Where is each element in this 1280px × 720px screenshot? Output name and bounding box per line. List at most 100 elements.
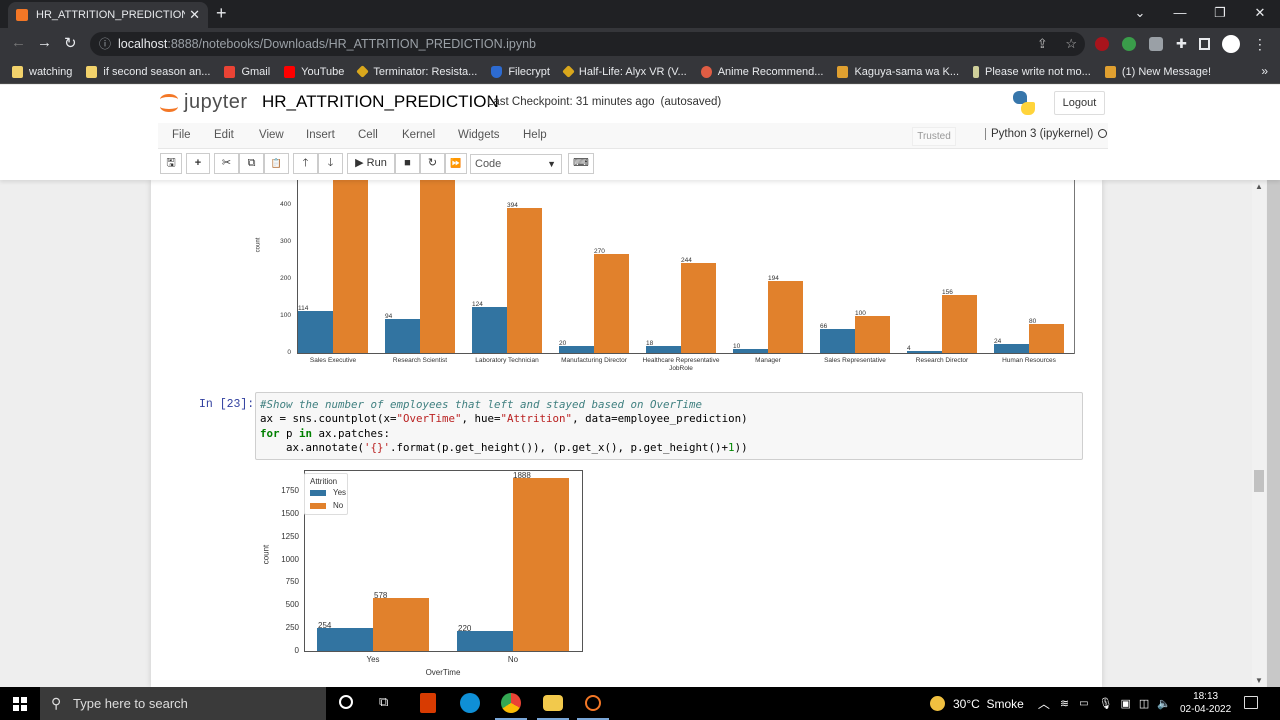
bar-label: 194 bbox=[768, 275, 779, 282]
profile-avatar[interactable] bbox=[1221, 35, 1240, 53]
interrupt-button[interactable]: ■ bbox=[395, 153, 420, 174]
bookmark-item[interactable]: (1) New Message! bbox=[1104, 65, 1211, 78]
move-down-button[interactable]: 🡓 bbox=[318, 153, 343, 174]
cut-button[interactable]: ✂ bbox=[214, 153, 239, 174]
microphone-icon[interactable]: 🎙 bbox=[1098, 698, 1113, 710]
more-bookmarks-button[interactable]: » bbox=[1261, 64, 1268, 78]
chrome-icon[interactable] bbox=[501, 693, 521, 713]
jupyter-logo[interactable]: jupyter bbox=[160, 91, 248, 114]
notebook-scrollbar[interactable]: ▲ ▼ bbox=[1252, 180, 1266, 687]
reload-icon[interactable]: ↻ bbox=[64, 35, 77, 52]
bookmark-star-icon[interactable]: ☆ bbox=[1065, 36, 1077, 51]
kernel-idle-icon bbox=[1098, 129, 1108, 138]
close-tab-icon[interactable]: ✕ bbox=[189, 7, 200, 22]
extension-icon[interactable] bbox=[1122, 37, 1136, 51]
notebook-name[interactable]: HR_ATTRITION_PREDICTION bbox=[262, 92, 499, 111]
jupyter-wordmark: jupyter bbox=[184, 91, 248, 113]
address-bar[interactable]: ⓘ localhost:8888/notebooks/Downloads/HR_… bbox=[90, 32, 1085, 56]
site-info-icon[interactable]: ⓘ bbox=[99, 37, 112, 51]
y-tick: 500 bbox=[285, 600, 299, 609]
bar-yes bbox=[733, 349, 768, 353]
bookmark-item[interactable]: Gmail bbox=[224, 65, 270, 78]
command-palette-button[interactable]: ⌨ bbox=[568, 153, 594, 174]
share-icon[interactable]: ⇪ bbox=[1036, 36, 1048, 51]
bar-label: 244 bbox=[681, 257, 692, 264]
scroll-down-icon[interactable]: ▼ bbox=[1255, 676, 1263, 685]
cortana-icon[interactable] bbox=[339, 695, 353, 709]
restart-button[interactable]: ↻ bbox=[420, 153, 445, 174]
menu-cell[interactable]: Cell bbox=[358, 129, 378, 141]
tab-search-icon[interactable]: ⌄ bbox=[1134, 5, 1146, 20]
weather-text[interactable]: 30°C Smoke bbox=[953, 696, 1024, 711]
cell-type-select[interactable]: Code ▼ bbox=[470, 154, 562, 174]
battery-icon[interactable]: ▭ bbox=[1079, 698, 1089, 709]
bookmark-item[interactable]: if second season an... bbox=[86, 65, 210, 78]
bookmark-item[interactable]: Anime Recommend... bbox=[700, 65, 823, 78]
bar-no bbox=[942, 295, 977, 353]
shield-extension-icon[interactable] bbox=[1149, 37, 1163, 51]
jupyter-app-icon[interactable] bbox=[585, 695, 601, 711]
trusted-badge[interactable]: Trusted bbox=[912, 127, 956, 146]
bookmark-item[interactable]: Half-Life: Alyx VR (V... bbox=[562, 65, 687, 78]
menu-view[interactable]: View bbox=[259, 129, 284, 141]
run-button[interactable]: ▶ Run bbox=[347, 153, 395, 174]
ublock-icon[interactable] bbox=[1095, 37, 1109, 51]
forward-icon[interactable]: → bbox=[37, 34, 52, 51]
office-icon[interactable] bbox=[420, 693, 436, 713]
back-icon[interactable]: ← bbox=[11, 34, 26, 51]
bar-label: 4 bbox=[907, 345, 911, 352]
menu-help[interactable]: Help bbox=[523, 129, 547, 141]
menu-widgets[interactable]: Widgets bbox=[458, 129, 500, 141]
save-button[interactable]: 🖫 bbox=[160, 153, 182, 174]
scroll-up-icon[interactable]: ▲ bbox=[1255, 182, 1263, 191]
maximize-button[interactable]: ❐ bbox=[1214, 5, 1226, 20]
taskbar-search[interactable]: ⚲ Type here to search bbox=[40, 687, 326, 720]
browser-tab[interactable]: HR_ATTRITION_PREDICTION - Ju ✕ bbox=[8, 2, 208, 28]
bookmark-item[interactable]: Please write not mo... bbox=[973, 65, 1091, 78]
menu-insert[interactable]: Insert bbox=[306, 129, 335, 141]
bar-no bbox=[420, 180, 455, 353]
menu-kernel[interactable]: Kernel bbox=[402, 129, 436, 141]
minimize-button[interactable]: — bbox=[1173, 5, 1187, 20]
volume-icon[interactable]: 🔈 bbox=[1157, 698, 1171, 710]
notifications-icon[interactable] bbox=[1244, 696, 1258, 709]
bookmark-item[interactable]: Filecrypt bbox=[491, 65, 550, 78]
network-icon[interactable]: ≋ bbox=[1059, 698, 1070, 710]
copy-button[interactable]: ⧉ bbox=[239, 153, 264, 174]
bookmark-item[interactable]: YouTube bbox=[284, 65, 344, 78]
y-tick: 1500 bbox=[281, 509, 299, 518]
camera-icon[interactable]: ◫ bbox=[1138, 698, 1150, 710]
menu-kebab-icon[interactable]: ⋮ bbox=[1252, 35, 1267, 52]
new-tab-button[interactable]: + bbox=[216, 3, 227, 23]
bookmark-item[interactable]: watching bbox=[12, 65, 72, 78]
site-icon bbox=[1104, 65, 1116, 78]
bookmark-item[interactable]: Terminator: Resista... bbox=[356, 65, 477, 78]
site-icon bbox=[700, 65, 712, 78]
edge-icon[interactable] bbox=[460, 693, 480, 713]
menu-edit[interactable]: Edit bbox=[214, 129, 234, 141]
code-cell-editor[interactable]: #Show the number of employees that left … bbox=[255, 392, 1083, 460]
bar-no bbox=[1029, 324, 1064, 353]
close-window-button[interactable]: ✕ bbox=[1254, 5, 1266, 20]
x-axis bbox=[297, 353, 1074, 354]
menu-file[interactable]: File bbox=[172, 129, 191, 141]
bookmark-item[interactable]: Kaguya-sama wa K... bbox=[837, 65, 959, 78]
paste-button[interactable]: 📋 bbox=[264, 153, 289, 174]
bar-no bbox=[855, 316, 890, 353]
insert-cell-button[interactable]: + bbox=[186, 153, 210, 174]
bar-label: 66 bbox=[820, 323, 828, 330]
screen-capture-icon[interactable]: ▣ bbox=[1120, 698, 1131, 710]
page-scrollbar[interactable] bbox=[1267, 180, 1280, 687]
task-view-icon[interactable]: ⧉ bbox=[379, 694, 389, 709]
taskbar-clock[interactable]: 18:13 02-04-2022 bbox=[1180, 691, 1232, 715]
side-panel-icon[interactable] bbox=[1198, 38, 1210, 50]
show-hidden-icons-icon[interactable]: ︿ bbox=[1037, 697, 1050, 711]
logout-button[interactable]: Logout bbox=[1054, 91, 1105, 115]
windows-start-icon[interactable] bbox=[13, 697, 27, 711]
scrollbar-thumb[interactable] bbox=[1254, 470, 1264, 492]
restart-run-all-button[interactable]: ⏩ bbox=[445, 153, 467, 174]
move-up-button[interactable]: 🡑 bbox=[293, 153, 318, 174]
file-explorer-icon[interactable] bbox=[543, 695, 563, 711]
puzzle-extensions-icon[interactable]: ✚ bbox=[1176, 36, 1187, 51]
bar-label: 94 bbox=[385, 313, 393, 320]
